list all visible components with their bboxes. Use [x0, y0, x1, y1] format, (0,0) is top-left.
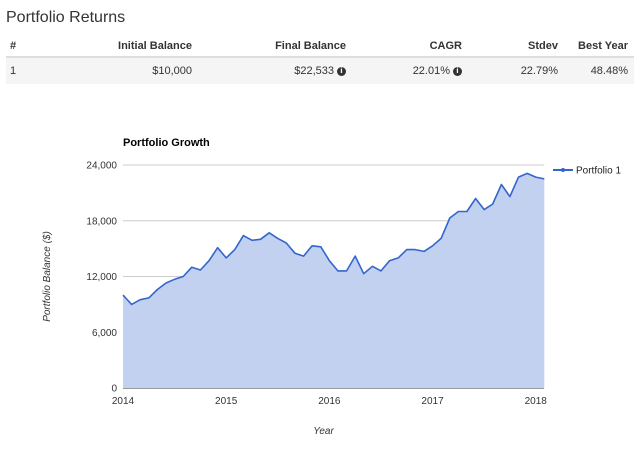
page-title: Portfolio Returns [6, 9, 126, 26]
cagr-value: 22.01% [412, 65, 450, 77]
column-header-number: # [6, 36, 68, 58]
initial-balance-value: $10,000 [68, 56, 198, 84]
series-area [123, 173, 545, 388]
x-axis-title: Year [313, 426, 334, 437]
column-header-cagr: CAGR [352, 36, 468, 58]
info-circle-icon[interactable]: i [453, 67, 462, 76]
y-tick-label: 24,000 [86, 161, 117, 172]
x-tick-label: 2015 [215, 396, 238, 407]
y-tick-label: 12,000 [86, 272, 117, 283]
table-header-row: # Initial Balance Final Balance CAGR Std… [6, 36, 634, 58]
x-tick-label: 2014 [112, 396, 135, 407]
final-balance-value: $22,533 [294, 65, 334, 77]
portfolio-growth-chart: Portfolio Growth 0 6,000 12,000 18,000 24,000… [42, 137, 621, 437]
row-number: 1 [6, 56, 68, 84]
best-year-value: 48.48% [564, 56, 634, 84]
y-tick-label: 6,000 [92, 328, 117, 339]
y-tick-label: 18,000 [86, 216, 117, 227]
column-header-best-year: Best Year [564, 36, 634, 58]
x-tick-label: 2017 [421, 396, 444, 407]
legend-marker [561, 168, 565, 172]
cagr-cell: 22.01% i [352, 56, 468, 84]
final-balance-cell: $22,533 i [198, 56, 352, 84]
table-row: 1 $10,000 $22,533 i 22.01% i 22.79% 48.48% [6, 56, 634, 84]
x-tick-label: 2016 [318, 396, 341, 407]
x-tick-label: 2018 [525, 396, 548, 407]
column-header-final-balance: Final Balance [198, 36, 352, 58]
y-axis-title: Portfolio Balance ($) [42, 231, 53, 322]
series-line [122, 172, 545, 306]
portfolio-returns-table: # Initial Balance Final Balance CAGR Std… [6, 36, 634, 84]
stdev-value: 22.79% [468, 56, 564, 84]
y-tick-label: 0 [111, 384, 117, 395]
column-header-stdev: Stdev [468, 36, 564, 58]
legend-label: Portfolio 1 [576, 166, 621, 177]
info-circle-icon[interactable]: i [337, 67, 346, 76]
column-header-initial-balance: Initial Balance [68, 36, 198, 58]
chart-title: Portfolio Growth [123, 137, 210, 149]
